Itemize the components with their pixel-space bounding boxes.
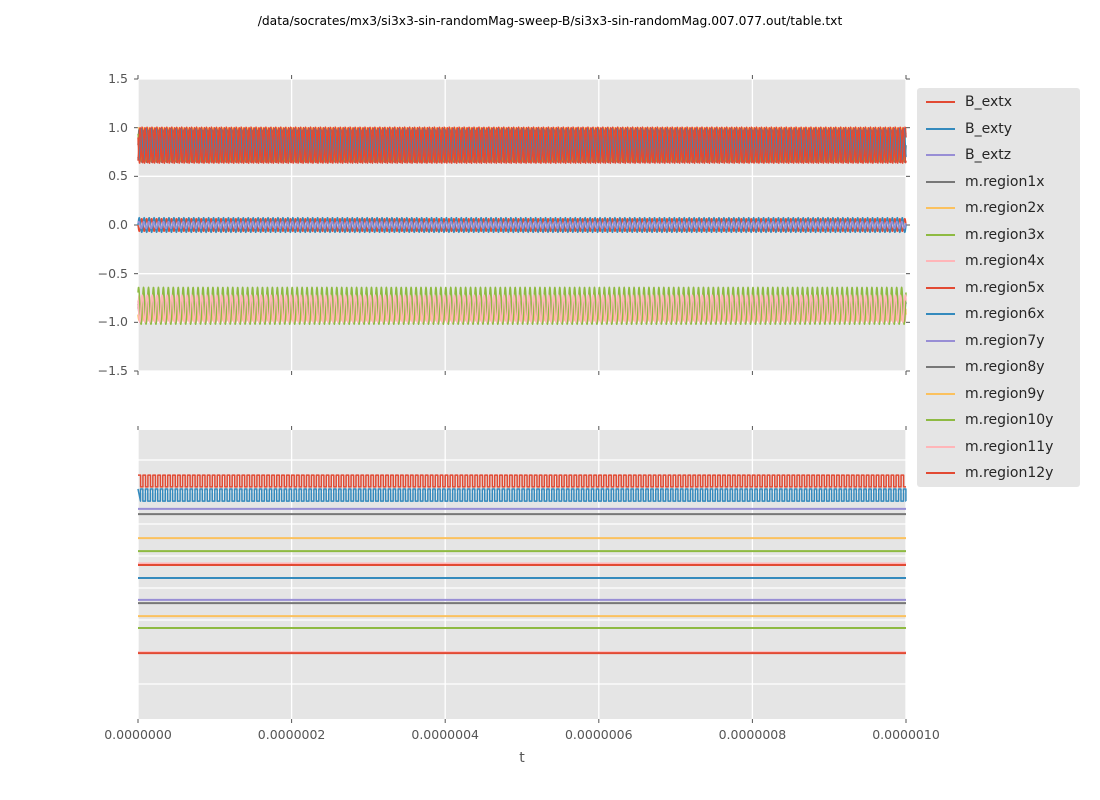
legend-item-m.region10y: m.region10y bbox=[917, 407, 1080, 434]
legend-line-swatch bbox=[926, 154, 955, 157]
legend-item-m.region11y: m.region11y bbox=[917, 434, 1080, 461]
x-tick-label: 0.0000004 bbox=[411, 727, 479, 742]
legend-label: m.region3x bbox=[965, 226, 1045, 243]
figure-title: /data/socrates/mx3/si3x3-sin-randomMag-s… bbox=[257, 14, 843, 28]
legend-item-m.region4x: m.region4x bbox=[917, 248, 1080, 275]
legend-item-m.region6x: m.region6x bbox=[917, 301, 1080, 328]
y-tick-label: −1.0 bbox=[97, 314, 128, 330]
legend-item-B_extz: B_extz bbox=[917, 142, 1080, 169]
series-B_exty bbox=[137, 488, 907, 502]
legend-line-swatch bbox=[926, 313, 955, 316]
y-tick-label: −0.5 bbox=[97, 265, 128, 281]
legend-line-swatch bbox=[926, 445, 955, 448]
legend-label: m.region10y bbox=[965, 412, 1054, 429]
y-tick-label: 1.0 bbox=[108, 119, 128, 135]
legend-line-swatch bbox=[926, 127, 955, 130]
x-tick-label: 0.0000010 bbox=[872, 727, 940, 742]
legend-line-swatch bbox=[926, 260, 955, 263]
y-tick-label: 0.5 bbox=[108, 168, 128, 184]
legend-line-swatch bbox=[926, 180, 955, 183]
legend-label: m.region4x bbox=[965, 253, 1045, 270]
y-tick-label: 1.5 bbox=[108, 71, 128, 86]
top-plot-area bbox=[134, 75, 910, 375]
legend-label: m.region9y bbox=[965, 385, 1045, 402]
series-m.region12y bbox=[137, 126, 907, 164]
legend-label: B_extz bbox=[965, 147, 1012, 164]
legend-item-m.region7y: m.region7y bbox=[917, 328, 1080, 355]
x-tick-label: 0.0000006 bbox=[564, 727, 633, 742]
legend-label: m.region5x bbox=[965, 279, 1045, 296]
bottom-plot-area bbox=[137, 426, 907, 723]
legend-line-swatch bbox=[926, 419, 955, 422]
legend-line-swatch bbox=[926, 101, 955, 104]
legend-box: B_extx B_exty B_extz m.region1x m.region2x m.… bbox=[917, 88, 1080, 487]
legend-label: m.region1x bbox=[965, 173, 1045, 190]
y-tick-label: −1.5 bbox=[97, 363, 128, 378]
legend-item-B_extx: B_extx bbox=[917, 89, 1080, 116]
legend-label: m.region7y bbox=[965, 332, 1045, 349]
legend-line-swatch bbox=[926, 339, 955, 342]
x-tick-label: 0.0000000 bbox=[104, 727, 172, 742]
legend-line-swatch bbox=[926, 233, 955, 236]
x-tick-label: 0.0000008 bbox=[718, 727, 787, 742]
series-m.region11y bbox=[137, 294, 907, 324]
legend-line-swatch bbox=[926, 286, 955, 289]
legend-item-B_exty: B_exty bbox=[917, 116, 1080, 143]
plot-canvas bbox=[134, 75, 910, 375]
legend-item-m.region5x: m.region5x bbox=[917, 275, 1080, 302]
legend-line-swatch bbox=[926, 366, 955, 369]
plot-canvas bbox=[137, 426, 907, 723]
legend-item-m.region12y: m.region12y bbox=[917, 460, 1080, 487]
series-B_extz bbox=[137, 220, 907, 230]
legend-label: m.region8y bbox=[965, 359, 1045, 376]
legend-label: m.region2x bbox=[965, 200, 1045, 217]
y-tick-label: 0.0 bbox=[108, 217, 128, 232]
legend-item-m.region9y: m.region9y bbox=[917, 381, 1080, 408]
legend-label: B_extx bbox=[965, 94, 1013, 111]
legend-item-m.region1x: m.region1x bbox=[917, 169, 1080, 196]
legend-label: m.region6x bbox=[965, 306, 1045, 323]
legend-label: B_exty bbox=[965, 120, 1013, 137]
legend-line-swatch bbox=[926, 472, 955, 475]
legend-item-m.region8y: m.region8y bbox=[917, 354, 1080, 381]
legend-line-swatch bbox=[926, 207, 955, 210]
x-axis-label: t bbox=[519, 750, 525, 766]
legend-item-m.region2x: m.region2x bbox=[917, 195, 1080, 222]
legend-label: m.region11y bbox=[965, 438, 1054, 455]
legend-label: m.region12y bbox=[965, 465, 1054, 482]
series-B_extx bbox=[138, 474, 906, 488]
legend-line-swatch bbox=[926, 392, 955, 395]
x-tick-label: 0.0000002 bbox=[257, 727, 326, 742]
legend-item-m.region3x: m.region3x bbox=[917, 222, 1080, 249]
